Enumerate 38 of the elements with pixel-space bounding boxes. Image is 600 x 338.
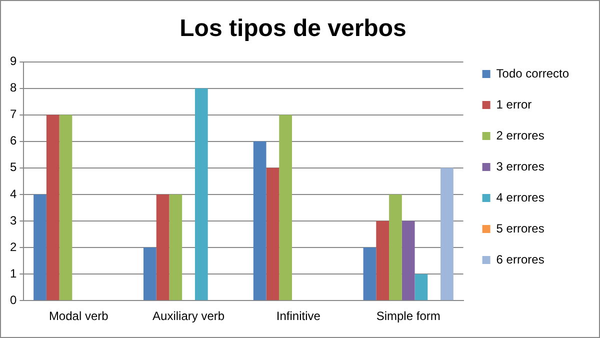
bar	[59, 114, 72, 300]
y-tick-label: 3	[10, 213, 17, 228]
x-tick-label: Modal verb	[48, 309, 109, 324]
y-tick-label: 9	[10, 54, 17, 68]
bar	[169, 194, 182, 300]
legend-label: Todo correcto	[496, 66, 570, 80]
y-tick-label: 7	[10, 107, 17, 122]
legend-label: 5 errores	[496, 221, 544, 236]
bar	[414, 274, 428, 300]
bar	[402, 221, 415, 300]
legend-label: 2 errores	[496, 128, 544, 142]
bar	[266, 168, 280, 300]
legend-label: 6 errores	[496, 252, 544, 266]
legend-label: 1 error	[496, 97, 532, 112]
x-tick-label: Infinitive	[276, 309, 321, 324]
y-tick-label: 8	[10, 80, 17, 95]
chart-title: Los tipos de verbos	[180, 15, 406, 42]
bar	[156, 194, 170, 300]
y-tick-label: 2	[10, 240, 17, 254]
y-tick-label: 5	[10, 160, 17, 174]
bar	[143, 248, 156, 300]
bar	[440, 168, 454, 300]
y-tick-label: 6	[10, 134, 17, 148]
bar	[389, 194, 402, 300]
bar	[376, 221, 390, 300]
bar	[46, 114, 60, 300]
x-tick-label: Simple form	[376, 309, 440, 324]
legend-label: 4 errores	[496, 190, 544, 204]
bar	[34, 194, 46, 300]
y-tick-label: 1	[10, 266, 17, 280]
bar	[363, 248, 376, 300]
bar	[253, 141, 266, 300]
bar	[194, 88, 208, 300]
y-tick-label: 4	[10, 186, 17, 201]
x-tick-label: Auxiliary verb	[152, 309, 225, 324]
y-tick-label: 0	[10, 292, 17, 307]
bar	[279, 114, 292, 300]
legend-label: 3 errores	[496, 159, 544, 174]
